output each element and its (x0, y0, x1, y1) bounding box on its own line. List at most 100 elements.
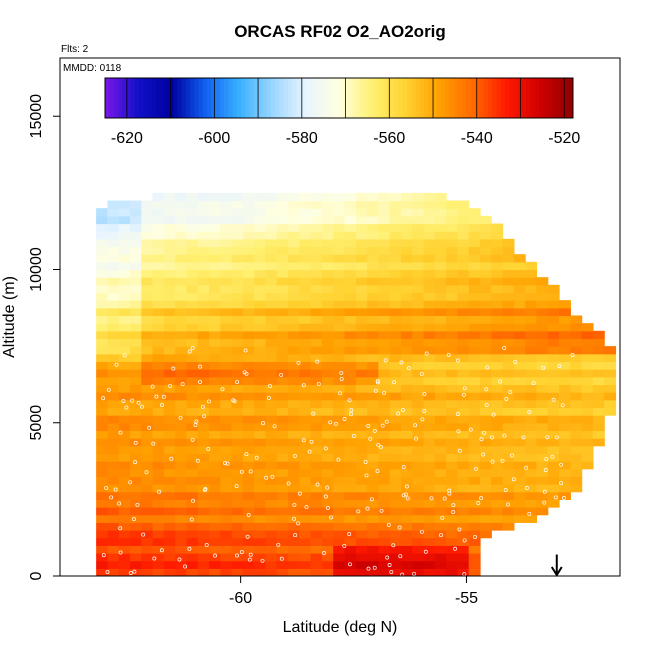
heatmap-cell (141, 231, 154, 240)
heatmap-cell (355, 261, 368, 271)
flights-note: Flts: 2 (61, 44, 89, 55)
heatmap-cell (197, 223, 210, 232)
heatmap-cell (141, 399, 154, 409)
heatmap-cell (220, 537, 233, 546)
heatmap-cell (513, 445, 526, 454)
heatmap-cell (344, 522, 357, 531)
heatmap-cell (152, 545, 165, 554)
heatmap-cell (457, 254, 470, 263)
heatmap-cell (592, 353, 605, 363)
heatmap-cell (265, 376, 278, 386)
heatmap-cell (197, 422, 210, 432)
heatmap-cell (186, 553, 199, 562)
heatmap-cell (209, 461, 221, 470)
heatmap-cell (321, 215, 334, 225)
colorbar-swatch (436, 78, 442, 118)
heatmap-cell (96, 315, 109, 324)
sample-marker (456, 429, 461, 434)
heatmap-cell (592, 399, 605, 409)
heatmap-cell (457, 560, 470, 569)
heatmap-cell (242, 537, 255, 546)
heatmap-cell (152, 200, 165, 209)
heatmap-cell (220, 208, 233, 217)
sample-marker (239, 550, 244, 555)
heatmap-cell (355, 192, 368, 202)
heatmap-cell (412, 208, 425, 217)
colorbar: -620 -600 -580 -560 -540 -520 (104, 77, 580, 147)
heatmap-cell (265, 208, 278, 217)
heatmap-cell (446, 453, 459, 462)
heatmap-cell (570, 484, 583, 493)
heatmap-cell (107, 254, 120, 263)
heatmap-cell (141, 522, 154, 531)
heatmap-cell (367, 353, 379, 363)
heatmap-cell (276, 438, 289, 447)
colorbar-swatch (241, 78, 246, 118)
heatmap-cell (446, 323, 459, 332)
heatmap-cell (242, 568, 255, 576)
sample-marker (101, 553, 106, 558)
heatmap-cell (423, 422, 436, 432)
heatmap-cell (344, 346, 357, 355)
heatmap-cell (231, 200, 244, 209)
heatmap-cell (491, 353, 504, 363)
heatmap-cell (152, 491, 165, 500)
heatmap-cell (502, 269, 515, 278)
sample-marker (422, 392, 427, 397)
heatmap-cell (265, 553, 278, 562)
heatmap-cell (152, 284, 165, 294)
heatmap-cell (333, 277, 346, 286)
heatmap-cell (480, 392, 492, 401)
heatmap-cell (130, 553, 142, 562)
sample-marker (239, 469, 244, 474)
heatmap-cell (412, 284, 425, 294)
heatmap-cell (367, 430, 379, 439)
heatmap-cell (321, 499, 334, 508)
heatmap-cell (220, 415, 233, 424)
heatmap-cell (355, 522, 368, 531)
heatmap-cell (491, 415, 504, 424)
heatmap-cell (130, 522, 142, 531)
heatmap-cell (333, 553, 346, 562)
heatmap-cell (96, 292, 109, 301)
heatmap-cell (502, 522, 515, 531)
sample-marker (206, 447, 211, 451)
heatmap-cell (288, 315, 300, 324)
heatmap-cell (310, 284, 323, 294)
heatmap-cell (321, 353, 334, 363)
heatmap-cell (220, 545, 233, 554)
colorbar-tick-label: -520 (548, 130, 580, 147)
heatmap-cell (242, 553, 255, 562)
heatmap-cell (220, 392, 233, 401)
y-tick-label: 0 (28, 571, 45, 580)
heatmap-cell (446, 330, 459, 340)
heatmap-cell (525, 399, 538, 409)
heatmap-cell (389, 361, 402, 370)
heatmap-cell (468, 215, 481, 225)
heatmap-cell (446, 261, 459, 271)
heatmap-cell (592, 330, 605, 340)
heatmap-cell (412, 522, 425, 531)
heatmap-cell (231, 445, 244, 454)
colorbar-swatch (445, 78, 451, 118)
colorbar-swatch (283, 78, 289, 118)
heatmap-cell (491, 284, 504, 294)
heatmap-cell (231, 208, 244, 217)
heatmap-cell (288, 223, 300, 232)
heatmap-cell (389, 254, 402, 263)
heatmap-cell (141, 530, 154, 539)
heatmap-cell (355, 568, 368, 576)
heatmap-cell (197, 215, 210, 225)
heatmap-cell (220, 514, 233, 523)
heatmap-cell (513, 353, 526, 363)
heatmap-cell (107, 399, 120, 409)
heatmap-cell (355, 445, 368, 454)
heatmap-cell (423, 215, 436, 225)
heatmap-cell (400, 300, 413, 309)
heatmap-cell (310, 292, 323, 301)
heatmap-cell (209, 330, 221, 340)
heatmap-cell (288, 422, 300, 432)
heatmap-cell (378, 246, 391, 255)
heatmap-cell (288, 430, 300, 439)
heatmap-cell (355, 560, 368, 569)
